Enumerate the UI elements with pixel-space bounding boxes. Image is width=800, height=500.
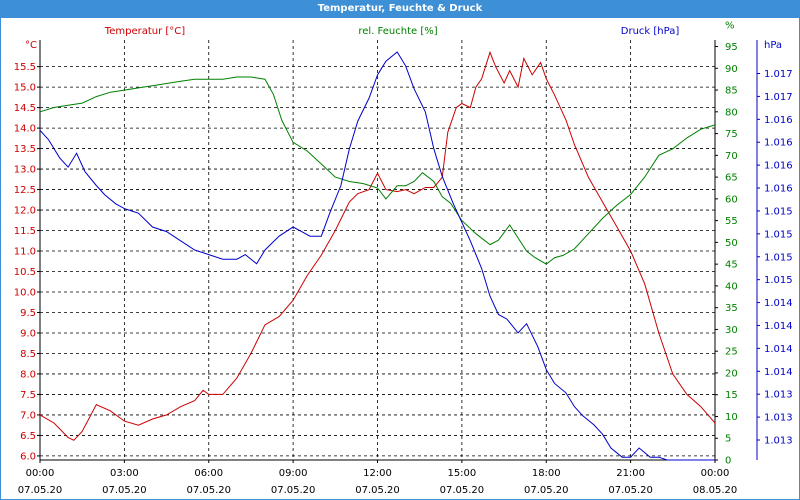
x-tick-time: 00:00: [701, 468, 730, 479]
humidity-tick-label: 85: [725, 86, 738, 97]
pressure-tick-label: 1.016: [764, 115, 793, 126]
x-tick-date: 07.05.20: [524, 485, 569, 496]
x-tick-date: 07.05.20: [355, 485, 400, 496]
humidity-tick-label: 0: [725, 456, 731, 467]
x-tick-date: 07.05.20: [608, 485, 653, 496]
x-tick-time: 03:00: [110, 468, 139, 479]
pressure-axis-title: Druck [hPa]: [621, 26, 680, 37]
temperature-unit-label: °C: [25, 40, 37, 51]
humidity-tick-label: 75: [725, 129, 738, 140]
humidity-tick-label: 5: [725, 434, 731, 445]
temperature-tick-label: 14.0: [14, 124, 36, 135]
humidity-tick-label: 30: [725, 325, 738, 336]
pressure-tick-label: 1.016: [764, 184, 793, 195]
temperature-tick-label: 6.5: [20, 431, 36, 442]
pressure-tick-label: 1.017: [764, 92, 793, 103]
pressure-tick-label: hPa: [764, 40, 782, 51]
humidity-tick-label: 70: [725, 151, 738, 162]
x-tick-time: 09:00: [279, 468, 308, 479]
temperature-tick-label: 12.5: [14, 185, 36, 196]
humidity-tick-label: 10: [725, 412, 738, 423]
temperature-tick-label: 14.5: [14, 103, 36, 114]
humidity-tick-label: 40: [725, 281, 738, 292]
humidity-tick-label: 50: [725, 238, 738, 249]
pressure-tick-label: 1.016: [764, 161, 793, 172]
temperature-tick-label: 6.0: [20, 451, 36, 462]
x-tick-date: 07.05.20: [186, 485, 231, 496]
x-tick-time: 12:00: [363, 468, 392, 479]
x-tick-date: 07.05.20: [18, 485, 63, 496]
x-tick-time: 00:00: [26, 468, 55, 479]
humidity-tick-label: 55: [725, 216, 738, 227]
pressure-tick-label: 1.015: [764, 206, 793, 217]
temperature-tick-label: 12.0: [14, 206, 36, 217]
temperature-tick-label: 7.5: [20, 390, 36, 401]
pressure-tick-label: 1.013: [764, 436, 793, 447]
window-title: Temperatur, Feuchte & Druck: [0, 0, 800, 18]
x-tick-time: 18:00: [532, 468, 561, 479]
temperature-tick-label: 13.5: [14, 144, 36, 155]
pressure-series-line: [39, 51, 715, 461]
pressure-tick-label: 1.015: [764, 252, 793, 263]
temperature-axis-title: Temperatur [°C]: [104, 26, 185, 37]
x-tick-time: 21:00: [616, 468, 645, 479]
pressure-tick-label: 1.014: [764, 321, 793, 332]
humidity-series-line: [39, 76, 716, 265]
humidity-tick-label: 15: [725, 390, 738, 401]
pressure-ticks: 1.013 1.013 1.013 1.014 1.014 1.014 1.014 1.015…: [757, 40, 793, 447]
temperature-tick-label: 11.0: [14, 247, 36, 258]
temperature-tick-label: 15.5: [14, 62, 36, 73]
humidity-tick-label: %: [725, 20, 735, 31]
humidity-tick-label: 20: [725, 368, 738, 379]
humidity-tick-label: 95: [725, 42, 738, 53]
pressure-tick-label: 1.016: [764, 138, 793, 149]
humidity-tick-label: 45: [725, 260, 738, 271]
temperature-ticks: 6.0 6.5 7.0 7.5 8.0 8.5 9.0 9.5 10.0 10.5 11.0 11.5…: [14, 62, 40, 462]
humidity-ticks: 0 5 10 15 20 25 30 35 40 45 50 55 60 65 70 75 80 85 90 95%: [715, 20, 738, 467]
temperature-tick-label: 7.0: [20, 410, 36, 421]
humidity-tick-label: 35: [725, 303, 738, 314]
pressure-tick-label: 1.013: [764, 390, 793, 401]
temperature-series-line: [39, 50, 716, 441]
x-tick-date: 07.05.20: [440, 485, 485, 496]
series-lines: [39, 50, 716, 461]
pressure-tick-label: 1.015: [764, 229, 793, 240]
temperature-tick-label: 11.5: [14, 226, 36, 237]
humidity-axis-title: rel. Feuchte [%]: [358, 26, 437, 37]
x-ticks: 00:00 07.05.20 03:00 07.05.20 06:00 07.05.20 0…: [18, 460, 738, 496]
pressure-tick-label: 1.015: [764, 275, 793, 286]
x-tick-date: 07.05.20: [271, 485, 316, 496]
pressure-tick-label: 1.014: [764, 344, 793, 355]
temperature-tick-label: 10.0: [14, 288, 36, 299]
temperature-tick-label: 15.0: [14, 83, 36, 94]
x-tick-time: 06:00: [194, 468, 223, 479]
pressure-tick-label: 1.014: [764, 367, 793, 378]
humidity-tick-label: 65: [725, 173, 738, 184]
temperature-tick-label: 13.0: [14, 165, 36, 176]
temperature-tick-label: 8.0: [20, 369, 36, 380]
pressure-tick-label: 1.017: [764, 69, 793, 80]
x-tick-date: 07.05.20: [102, 485, 147, 496]
grid: [40, 40, 715, 460]
humidity-tick-label: 80: [725, 107, 738, 118]
temperature-tick-label: 8.5: [20, 349, 36, 360]
x-tick-time: 15:00: [447, 468, 476, 479]
humidity-tick-label: 25: [725, 347, 738, 358]
pressure-tick-label: 1.013: [764, 413, 793, 424]
x-tick-date: 08.05.20: [693, 485, 738, 496]
humidity-tick-label: 60: [725, 194, 738, 205]
temperature-tick-label: 10.5: [14, 267, 36, 278]
temperature-tick-label: 9.5: [20, 308, 36, 319]
humidity-tick-label: 90: [725, 64, 738, 75]
temperature-tick-label: 9.0: [20, 328, 36, 339]
pressure-tick-label: 1.014: [764, 298, 793, 309]
